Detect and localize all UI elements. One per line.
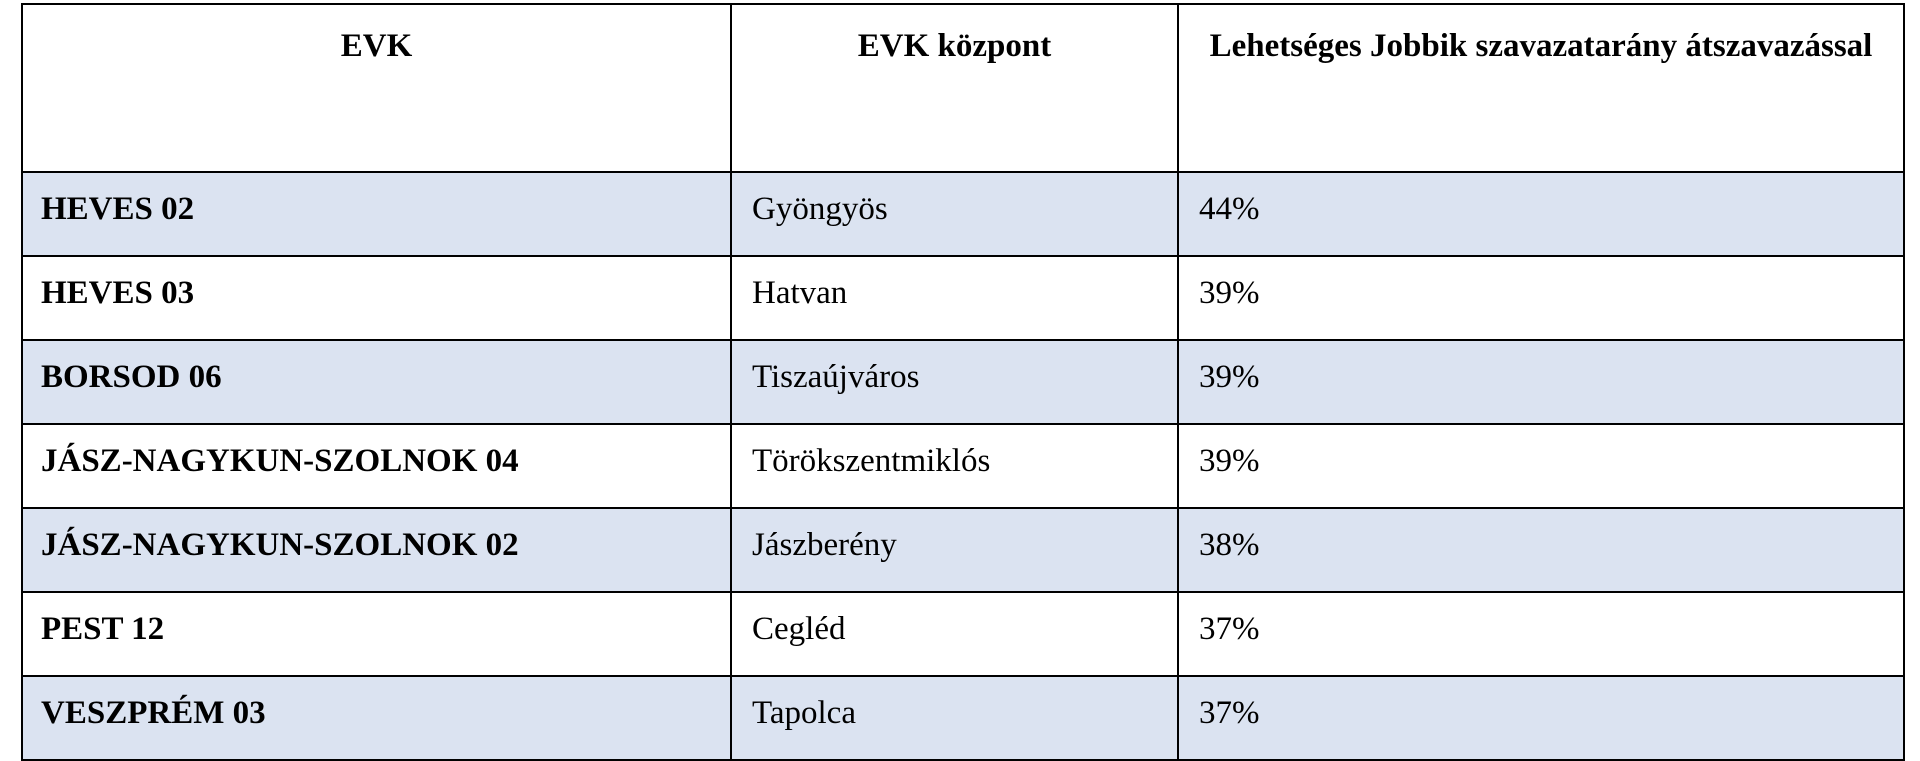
- table-row: PEST 12 Cegléd 37%: [21, 591, 1905, 677]
- share-cell: 38%: [1177, 507, 1905, 593]
- header-cell: EVK: [21, 3, 732, 173]
- table-row: BORSOD 06 Tiszaújváros 39%: [21, 339, 1905, 425]
- district-cell: JÁSZ-NAGYKUN-SZOLNOK 04: [21, 423, 732, 509]
- share-cell: 39%: [1177, 255, 1905, 341]
- share-cell: 37%: [1177, 591, 1905, 677]
- results-table: EVK EVK központ Lehetséges Jobbik szavazat…: [21, 3, 1905, 761]
- header-cell: EVK központ: [730, 3, 1179, 173]
- district-cell: PEST 12: [21, 591, 732, 677]
- page: EVK EVK központ Lehetséges Jobbik szavazat…: [21, 3, 1905, 761]
- center-cell: Cegléd: [730, 591, 1179, 677]
- center-cell: Hatvan: [730, 255, 1179, 341]
- share-cell: 39%: [1177, 423, 1905, 509]
- table-row: VESZPRÉM 03 Tapolca 37%: [21, 675, 1905, 761]
- table-row: HEVES 02 Gyöngyös 44%: [21, 171, 1905, 257]
- district-cell: JÁSZ-NAGYKUN-SZOLNOK 02: [21, 507, 732, 593]
- header-row: EVK EVK központ Lehetséges Jobbik szavazat…: [21, 3, 1905, 173]
- center-cell: Tiszaújváros: [730, 339, 1179, 425]
- table-wrapper: EVK EVK központ Lehetséges Jobbik szavazat…: [21, 3, 1905, 761]
- district-cell: BORSOD 06: [21, 339, 732, 425]
- center-cell: Jászberény: [730, 507, 1179, 593]
- district-cell: HEVES 02: [21, 171, 732, 257]
- table-row: HEVES 03 Hatvan 39%: [21, 255, 1905, 341]
- table-row: JÁSZ-NAGYKUN-SZOLNOK 04 Törökszentmiklós 3…: [21, 423, 1905, 509]
- table-body: HEVES 02 Gyöngyös 44% HEVES 03 Hatvan 39% BORS…: [21, 171, 1905, 761]
- district-cell: HEVES 03: [21, 255, 732, 341]
- share-cell: 44%: [1177, 171, 1905, 257]
- center-cell: Törökszentmiklós: [730, 423, 1179, 509]
- table-row: JÁSZ-NAGYKUN-SZOLNOK 02 Jászberény 38%: [21, 507, 1905, 593]
- center-cell: Tapolca: [730, 675, 1179, 761]
- district-cell: VESZPRÉM 03: [21, 675, 732, 761]
- header-cell: Lehetséges Jobbik szavazatarány átszavaz…: [1177, 3, 1905, 173]
- share-cell: 37%: [1177, 675, 1905, 761]
- center-cell: Gyöngyös: [730, 171, 1179, 257]
- share-cell: 39%: [1177, 339, 1905, 425]
